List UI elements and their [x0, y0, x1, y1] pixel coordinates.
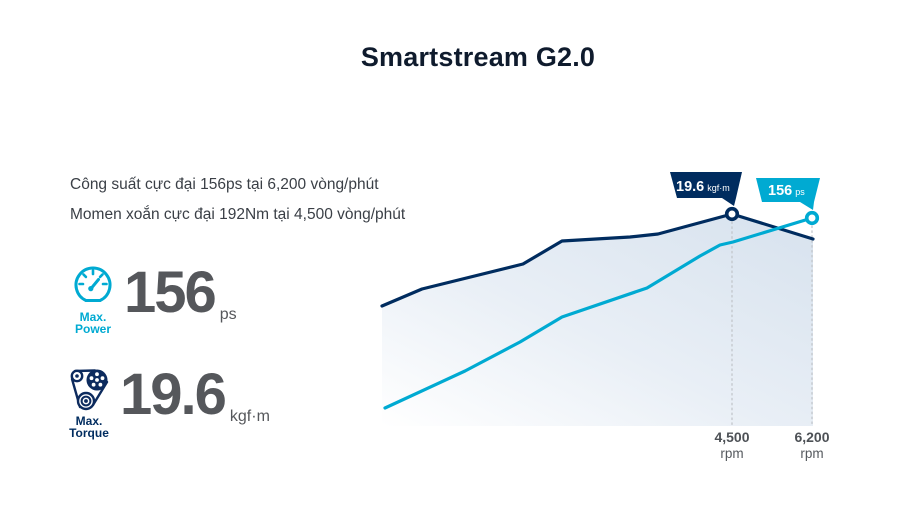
max-power-unit: ps	[219, 306, 237, 323]
max-torque-unit: kgf·m	[229, 408, 270, 425]
x-tick-6200: 6,200 rpm	[794, 429, 829, 461]
torque-area-fill	[382, 214, 813, 426]
max-power-icon-block: Max. Power	[66, 264, 120, 335]
svg-text:rpm: rpm	[800, 446, 823, 461]
power-badge-text: 156 ps	[768, 183, 805, 199]
power-peak-marker	[804, 210, 820, 226]
max-torque-value: 19.6	[120, 362, 227, 427]
torque-peak-marker	[724, 206, 740, 222]
timing-belt-icon	[67, 366, 111, 412]
max-power-value: 156	[124, 260, 217, 325]
spec-line-power: Công suất cực đại 156ps tại 6,200 vòng/p…	[70, 176, 379, 193]
max-torque-value-row: 19.6 kgf·m	[120, 362, 270, 427]
spec-summary: Công suất cực đại 156ps tại 6,200 vòng/p…	[70, 170, 405, 230]
max-torque-stat: Max. Torque 19.6 kgf·m	[62, 366, 270, 439]
torque-badge-text: 19.6 kgf·m	[676, 179, 730, 195]
spec-line-torque: Momen xoắn cực đại 192Nm tại 4,500 vòng/…	[70, 206, 406, 223]
power-badge-shape	[756, 178, 820, 210]
speedometer-icon	[71, 264, 115, 308]
torque-peak-badge: 19.6 kgf·m	[670, 172, 742, 206]
max-power-value-row: 156 ps	[124, 260, 237, 325]
page-title: Smartstream G2.0	[360, 42, 596, 72]
power-peak-badge: 156 ps	[756, 178, 820, 210]
svg-text:4,500: 4,500	[714, 429, 749, 445]
x-tick-4500: 4,500 rpm	[714, 429, 749, 461]
max-power-stat: Max. Power 156 ps	[66, 264, 237, 335]
svg-text:rpm: rpm	[720, 446, 743, 461]
svg-text:6,200: 6,200	[794, 429, 829, 445]
power-torque-chart: 19.6 kgf·m 156 ps 4,500 rpm 6,200 rpm	[380, 172, 830, 461]
max-torque-label: Max. Torque	[69, 414, 109, 440]
power-curve	[383, 216, 814, 410]
torque-badge-shape	[670, 172, 742, 206]
max-torque-icon-block: Max. Torque	[62, 366, 116, 439]
max-power-label: Max. Power	[74, 310, 111, 336]
torque-curve	[380, 212, 815, 308]
